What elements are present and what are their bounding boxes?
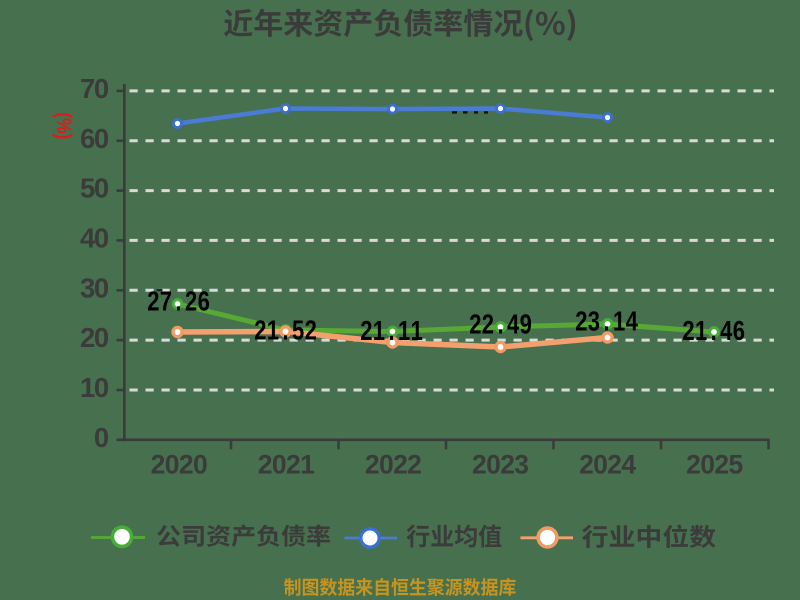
svg-text:(%): (%) xyxy=(52,112,75,139)
svg-text:.: . xyxy=(175,286,181,317)
svg-text:2: 2 xyxy=(365,450,380,480)
svg-text:0: 0 xyxy=(94,272,109,303)
svg-text:4: 4 xyxy=(720,316,732,347)
svg-text:2: 2 xyxy=(500,450,515,480)
svg-text:2: 2 xyxy=(305,315,317,346)
svg-text:5: 5 xyxy=(728,450,743,480)
svg-text:0: 0 xyxy=(94,123,109,154)
svg-text:2: 2 xyxy=(147,286,159,317)
svg-text:2: 2 xyxy=(407,450,422,480)
svg-text:6: 6 xyxy=(198,286,210,317)
svg-text:.: . xyxy=(711,316,717,347)
svg-text:1: 1 xyxy=(613,306,625,337)
svg-text:0: 0 xyxy=(193,450,208,480)
svg-text:1: 1 xyxy=(373,316,385,347)
svg-text:0: 0 xyxy=(593,450,608,480)
svg-text:0: 0 xyxy=(94,222,109,253)
svg-text:2: 2 xyxy=(482,309,494,340)
svg-text:0: 0 xyxy=(94,372,109,403)
svg-text:2: 2 xyxy=(258,450,273,480)
svg-text:0: 0 xyxy=(700,450,715,480)
svg-text:2: 2 xyxy=(254,315,266,346)
svg-text:.: . xyxy=(497,309,503,340)
svg-text:2: 2 xyxy=(714,450,729,480)
svg-text:2: 2 xyxy=(286,450,301,480)
svg-text:3: 3 xyxy=(80,272,95,303)
svg-text:0: 0 xyxy=(379,450,394,480)
svg-text:7: 7 xyxy=(80,73,95,104)
svg-text:.: . xyxy=(603,306,609,337)
svg-text:5: 5 xyxy=(292,315,304,346)
svg-text:0: 0 xyxy=(94,173,109,204)
svg-text:5: 5 xyxy=(80,173,95,204)
svg-text:2: 2 xyxy=(686,450,701,480)
svg-text:2: 2 xyxy=(579,450,594,480)
svg-text:1: 1 xyxy=(267,315,279,346)
svg-text:4: 4 xyxy=(626,306,638,337)
svg-text:.: . xyxy=(388,316,394,347)
svg-text:2: 2 xyxy=(185,286,197,317)
svg-text:7: 7 xyxy=(160,286,172,317)
svg-text:1: 1 xyxy=(695,316,707,347)
svg-text:3: 3 xyxy=(588,306,600,337)
svg-text:4: 4 xyxy=(621,450,636,480)
svg-text:4: 4 xyxy=(80,222,96,253)
svg-text:0: 0 xyxy=(94,73,109,104)
svg-text:0: 0 xyxy=(486,450,501,480)
svg-text:9: 9 xyxy=(520,309,532,340)
svg-text:2: 2 xyxy=(80,322,95,353)
svg-text:2: 2 xyxy=(607,450,622,480)
svg-text:.: . xyxy=(282,315,288,346)
svg-text:1: 1 xyxy=(398,316,410,347)
svg-text:2: 2 xyxy=(469,309,481,340)
svg-text:6: 6 xyxy=(80,123,95,154)
svg-text:0: 0 xyxy=(94,322,109,353)
svg-text:0: 0 xyxy=(94,422,109,453)
svg-text:4: 4 xyxy=(507,309,519,340)
svg-text:2: 2 xyxy=(393,450,408,480)
svg-text:2: 2 xyxy=(179,450,194,480)
svg-text:1: 1 xyxy=(411,316,423,347)
svg-text:2: 2 xyxy=(360,316,372,347)
svg-text:2: 2 xyxy=(575,306,587,337)
svg-text:1: 1 xyxy=(80,372,95,403)
svg-text:6: 6 xyxy=(733,316,745,347)
svg-text:2: 2 xyxy=(151,450,166,480)
svg-text:2: 2 xyxy=(682,316,694,347)
svg-text:2: 2 xyxy=(472,450,487,480)
svg-text:3: 3 xyxy=(514,450,529,480)
svg-text:1: 1 xyxy=(300,450,315,480)
svg-text:0: 0 xyxy=(272,450,287,480)
svg-text:0: 0 xyxy=(165,450,180,480)
